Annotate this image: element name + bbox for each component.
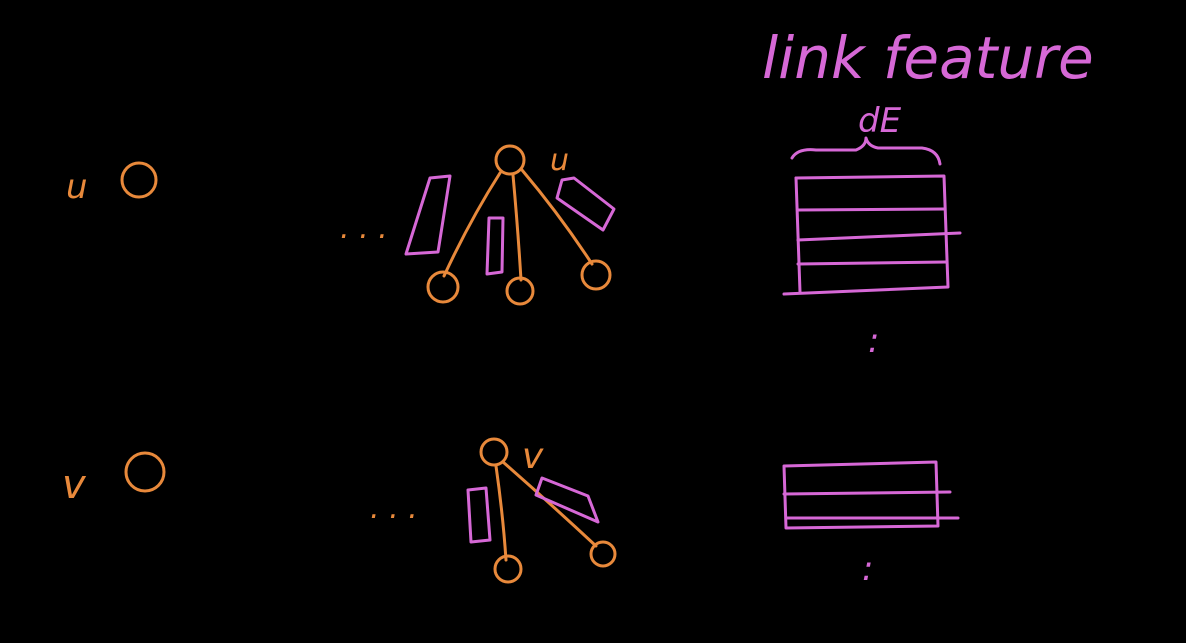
link-feature-title: link feature — [762, 24, 1094, 92]
u-neighborhood-label: u — [550, 143, 569, 178]
u-edge-1 — [442, 171, 502, 278]
u-link-feature-matrix: : — [782, 136, 962, 361]
u-neighbor-node-3 — [580, 259, 612, 291]
v-neighbor-node-2 — [589, 540, 617, 568]
matrix-row-line-1 — [796, 207, 946, 212]
v-center-node — [479, 437, 509, 467]
vdots-bottom: : — [862, 549, 873, 589]
u-neighbor-node-1 — [426, 270, 460, 304]
u-edge-feature-3 — [555, 176, 616, 232]
v-node-label: v — [62, 462, 87, 508]
v-link-feature-matrix: : — [782, 460, 960, 589]
u-edge-feature-1 — [404, 174, 452, 256]
v-neighborhood-label: v — [522, 436, 544, 477]
ellipsis-top: . . . — [340, 211, 388, 246]
u-neighbor-node-2 — [505, 276, 535, 306]
v-edge-feature-2 — [534, 476, 600, 524]
vdots-top: : — [868, 321, 879, 361]
dimension-brace — [790, 136, 942, 166]
v-edge-1 — [494, 464, 508, 562]
u-neighborhood: . . . u — [340, 143, 616, 306]
matrix-left-edge — [794, 176, 802, 294]
matrix-outline — [782, 174, 950, 296]
v-node — [124, 451, 166, 493]
dimension-label: dE — [858, 101, 902, 141]
ellipsis-bottom: . . . — [370, 491, 418, 526]
u-node — [120, 161, 158, 199]
matrix-row-line-bottom-1 — [782, 490, 952, 496]
v-edge-2 — [501, 460, 598, 548]
matrix-row-line-2 — [796, 231, 962, 242]
v-edge-feature-1 — [466, 486, 492, 544]
matrix-outline-bottom — [782, 460, 940, 530]
u-edge-3 — [520, 168, 594, 266]
v-neighbor-node-1 — [493, 554, 523, 584]
matrix-row-line-3 — [796, 260, 948, 266]
u-edge-2 — [511, 173, 523, 282]
u-edge-feature-2 — [485, 216, 505, 276]
u-center-node — [494, 144, 526, 176]
u-node-label: u — [66, 167, 88, 207]
v-neighborhood: . . . v — [370, 436, 617, 584]
